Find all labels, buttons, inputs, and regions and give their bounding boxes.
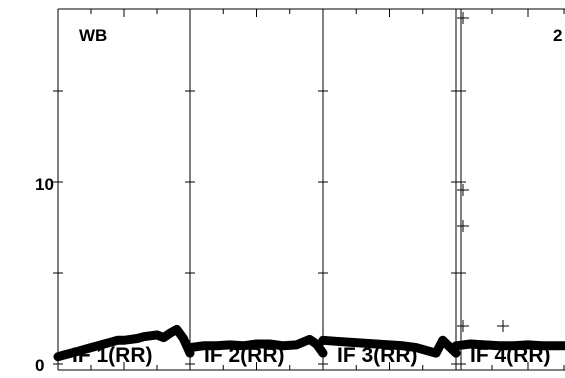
trace-label-if3: IF 3(RR) (337, 344, 418, 367)
plus-marker (457, 184, 469, 196)
panel-label-wb: WB (79, 26, 107, 45)
trace-label-if1: IF 1(RR) (72, 344, 153, 367)
y-tick-label-10: 10 (35, 175, 54, 194)
outlier-markers (457, 12, 509, 332)
trace-label-if2: IF 2(RR) (204, 344, 285, 367)
series-line-if3 (318, 335, 461, 358)
ticks (53, 9, 565, 370)
plus-marker (457, 220, 469, 232)
y-tick-label-0: 0 (35, 356, 44, 375)
series-line-if1 (53, 324, 195, 362)
series-line-if2 (185, 334, 328, 358)
plus-marker (457, 12, 469, 24)
series: IF 1(RR) IF 2(RR) IF 3(RR) IF 4(RR) (53, 324, 565, 367)
panel-frames (57, 8, 565, 371)
plus-marker (497, 320, 509, 332)
plus-marker (457, 320, 469, 332)
series-line-if4 (451, 339, 565, 351)
trace-label-if4: IF 4(RR) (470, 344, 551, 367)
panel-label-2: 2 (553, 26, 562, 45)
